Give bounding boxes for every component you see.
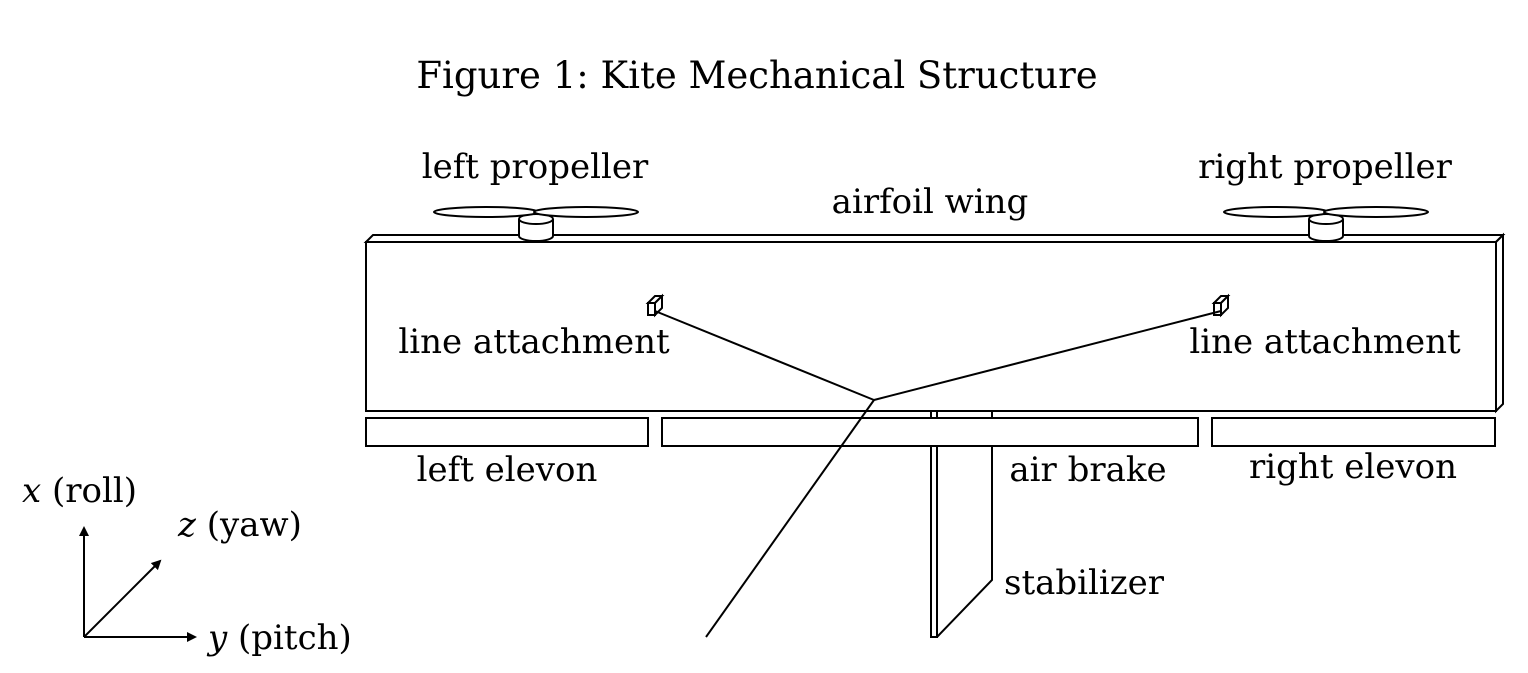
line-attachment-right-label: line attachment — [1189, 322, 1461, 362]
z-axis-symbol: z — [177, 505, 197, 545]
figure-caption: Figure 1: Kite Mechanical Structure — [416, 54, 1097, 97]
x-axis-text: (roll) — [41, 471, 137, 511]
z-axis-arrow — [83, 559, 162, 638]
line-attachment-left-label: line attachment — [398, 322, 670, 362]
right-propeller-label: right propeller — [1198, 147, 1453, 187]
x-axis-symbol: x — [22, 471, 41, 511]
left-propeller — [433, 206, 639, 242]
z-axis-text: (yaw) — [196, 505, 302, 545]
left-elevon-label: left elevon — [417, 450, 598, 490]
airfoil-wing-label: airfoil wing — [832, 182, 1029, 222]
y-axis-label: y (pitch) — [206, 618, 352, 658]
airfoil-wing — [363, 232, 1506, 414]
x-axis-label: x (roll) — [22, 471, 137, 511]
right-elevon-label: right elevon — [1249, 447, 1457, 487]
tether-lines — [654, 310, 1222, 638]
air-brake-label: air brake — [1009, 450, 1166, 490]
y-axis-text: (pitch) — [227, 618, 352, 658]
left-line-attachment — [645, 293, 665, 318]
left-propeller-label: left propeller — [422, 147, 649, 187]
coordinate-axes: x (roll) z (yaw) y (pitch) — [22, 471, 352, 658]
right-propeller — [1223, 206, 1429, 242]
air-brake — [661, 417, 1199, 447]
y-axis-symbol: y — [206, 618, 228, 658]
right-elevon — [1211, 417, 1496, 447]
stabilizer — [930, 411, 993, 638]
z-axis-label: z (yaw) — [177, 505, 302, 545]
right-line-attachment — [1211, 293, 1231, 318]
left-elevon — [365, 417, 649, 447]
stabilizer-label: stabilizer — [1004, 563, 1165, 603]
